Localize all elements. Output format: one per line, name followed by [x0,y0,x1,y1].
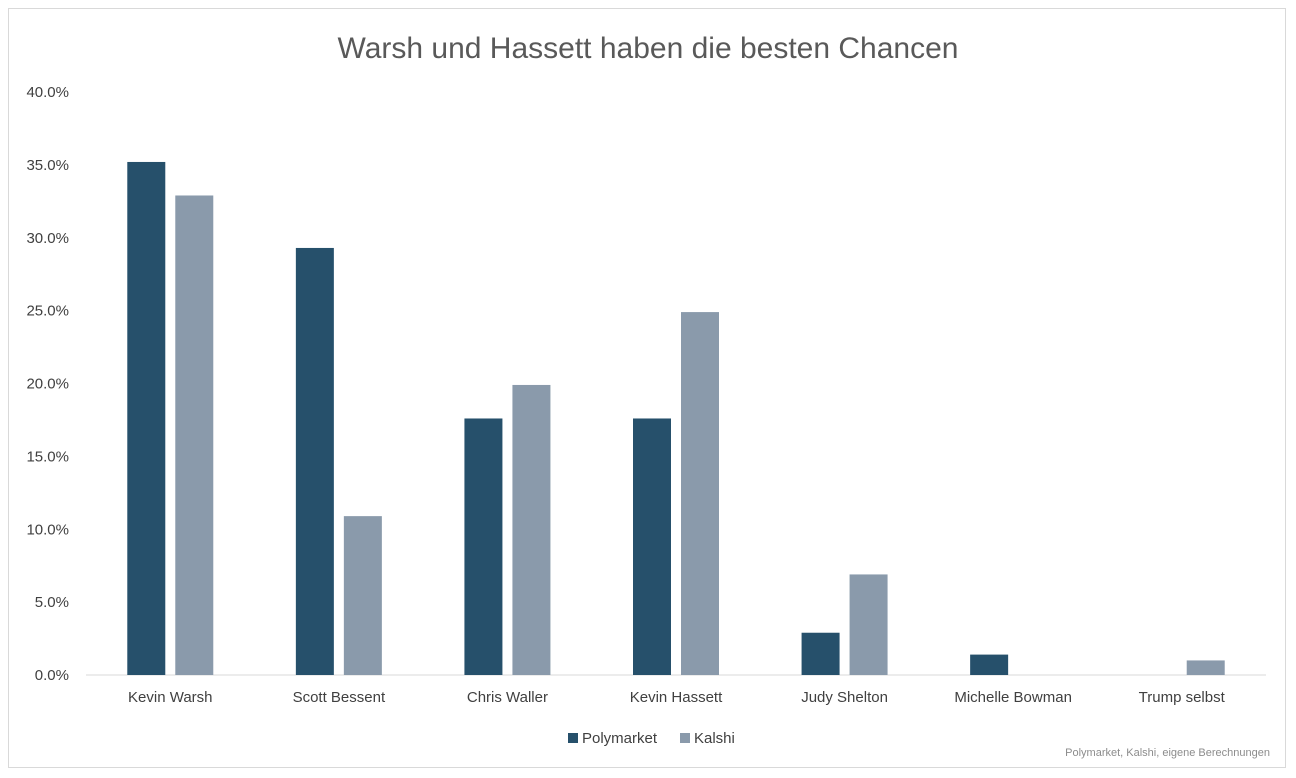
bar-kalshi [681,312,719,675]
bar-polymarket [464,418,503,675]
bar-kalshi [175,195,214,676]
chart-title: Warsh und Hassett haben die besten Chanc… [338,32,959,65]
x-tick-label: Kevin Hassett [630,689,723,706]
y-tick-label: 25.0% [26,303,69,320]
bar-kalshi [343,516,382,675]
legend-label: Polymarket [582,730,658,747]
bar-kalshi [849,574,888,675]
legend-swatch [680,733,690,743]
y-tick-label: 15.0% [26,448,69,465]
y-tick-label: 0.0% [35,667,69,684]
y-tick-label: 5.0% [35,594,69,611]
bar-polymarket [970,654,1009,675]
y-tick-label: 35.0% [26,157,69,174]
x-tick-label: Scott Bessent [293,689,386,706]
bar-polymarket [801,632,840,675]
y-tick-label: 30.0% [26,230,69,247]
bar-polymarket [633,418,671,675]
y-tick-label: 10.0% [26,521,69,538]
y-tick-label: 20.0% [26,376,69,393]
y-axis: 0.0% 5.0% 10.0% 15.0% 20.0% 25.0% 30.0% 35.0% 40… [26,84,69,684]
legend-swatch [568,733,578,743]
bar-polymarket [295,247,334,675]
x-tick-label: Judy Shelton [801,689,888,706]
x-tick-label: Trump selbst [1139,689,1226,706]
bar-kalshi [512,384,551,675]
x-axis-labels: Kevin Warsh Scott Bessent Chris Waller Kevi… [128,689,1226,706]
x-tick-label: Kevin Warsh [128,689,212,706]
x-tick-label: Chris Waller [467,689,548,706]
bar-kalshi [1186,660,1225,675]
legend: Polymarket Kalshi [568,730,735,747]
y-tick-label: 40.0% [26,84,69,101]
bar-polymarket [127,161,166,675]
bars [127,161,1225,676]
source-note: Polymarket, Kalshi, eigene Berechnungen [1065,747,1270,759]
x-tick-label: Michelle Bowman [954,689,1072,706]
legend-label: Kalshi [694,730,735,747]
